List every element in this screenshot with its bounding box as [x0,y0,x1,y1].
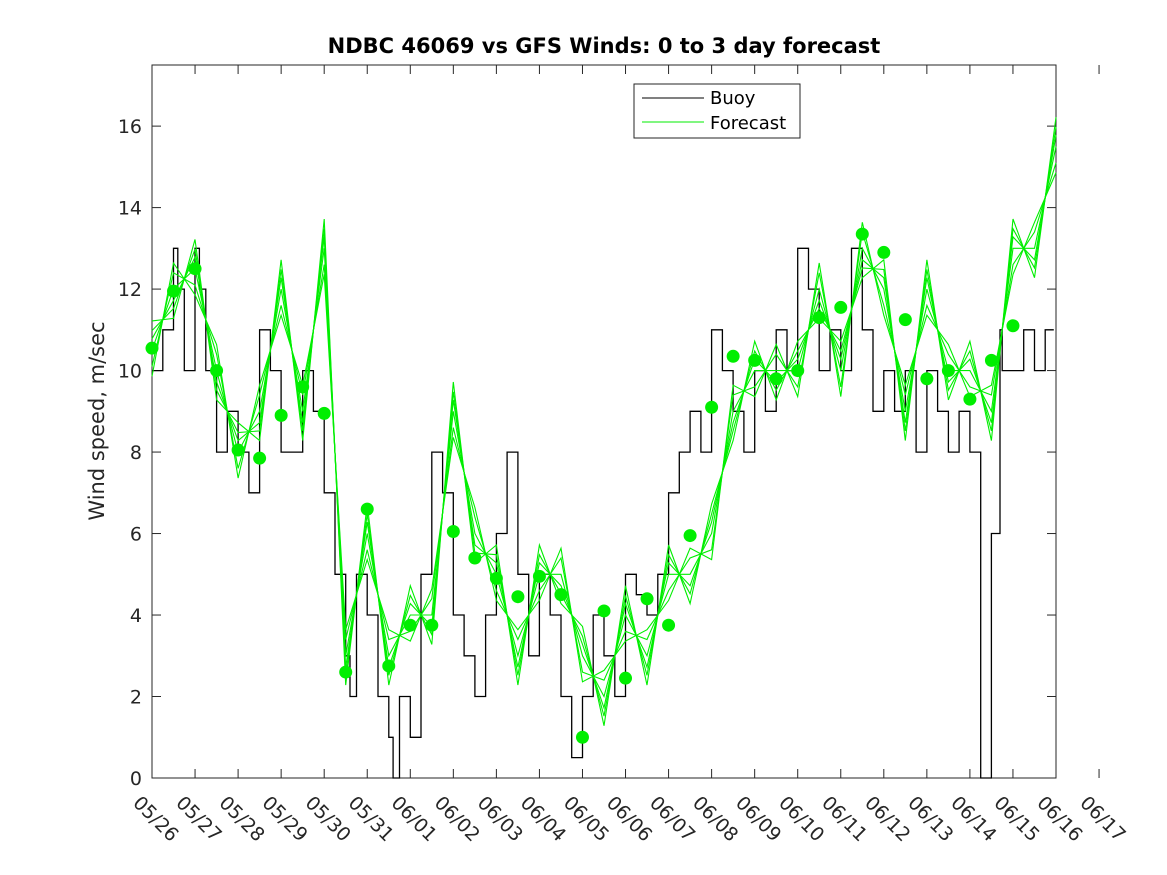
legend-box [633,83,801,139]
x-tick-label: 06/04 [516,792,570,846]
x-tick-label: 06/08 [688,792,742,846]
forecast-marker [188,262,202,276]
x-tick-label: 06/06 [602,792,656,846]
forecast-marker [834,300,848,314]
x-tick-label: 05/27 [172,792,226,846]
x-tick-label: 05/28 [215,792,269,846]
x-tick-label: 05/26 [128,792,182,846]
y-tick-label: 4 [130,605,142,627]
forecast-marker [167,284,181,298]
forecast-line [151,135,1057,710]
forecast-marker [231,443,245,457]
plot-area [151,64,1057,779]
forecast-line [151,126,1057,717]
forecast-marker [274,408,288,422]
x-tick-label: 06/09 [731,792,785,846]
forecast-marker [145,341,159,355]
forecast-marker [963,392,977,406]
forecast-marker [446,525,460,539]
x-tick-label: 06/02 [430,792,484,846]
forecast-marker [425,618,439,632]
forecast-marker [403,618,417,632]
x-tick-label: 06/03 [473,792,527,846]
y-tick-label: 8 [130,442,142,464]
forecast-marker [726,349,740,363]
y-tick-label: 10 [118,361,142,383]
legend-forecast-label: Forecast [710,113,786,134]
forecast-marker [597,604,611,618]
x-tick-label: 06/13 [903,792,957,846]
y-axis-label: Wind speed, m/sec [85,321,109,520]
forecast-marker [941,364,955,378]
forecast-marker [511,590,525,604]
forecast-marker [855,227,869,241]
forecast-marker [554,588,568,602]
y-tick-label: 2 [130,687,142,709]
forecast-marker [640,592,654,606]
forecast-marker [748,353,762,367]
chart-title: NDBC 46069 vs GFS Winds: 0 to 3 day fore… [328,34,881,58]
y-tick-label: 12 [118,279,142,301]
y-tick-label: 0 [130,768,142,790]
forecast-marker [382,659,396,673]
forecast-marker [877,245,891,259]
forecast-marker [769,372,783,386]
forecast-marker [898,313,912,327]
x-tick-label: 06/11 [817,792,871,846]
forecast-marker [339,665,353,679]
forecast-marker [360,502,374,516]
forecast-marker [296,380,310,394]
forecast-marker [812,311,826,325]
forecast-marker [683,529,697,543]
forecast-markers [145,227,1020,744]
forecast-marker [210,364,224,378]
x-tick-label: 06/05 [559,792,613,846]
y-tick-label: 6 [130,524,142,546]
forecast-line [151,146,1057,699]
forecast-marker [468,551,482,565]
forecast-line [151,117,1057,726]
forecast-marker [489,571,503,585]
x-tick-label: 06/10 [774,792,828,846]
y-tick-label: 16 [118,116,142,138]
forecast-marker [1006,319,1020,333]
legend: Buoy Forecast [633,83,801,139]
forecast-marker [575,730,589,744]
forecast-marker [662,618,676,632]
forecast-marker [920,372,934,386]
x-tick-label: 06/14 [946,792,1000,846]
x-tick-label: 06/16 [1032,792,1086,846]
forecast-marker [532,569,546,583]
forecast-marker [984,353,998,367]
y-tick-label: 14 [118,198,142,220]
x-tick-label: 06/12 [860,792,914,846]
x-tick-label: 05/29 [258,792,312,846]
forecast-marker [705,400,719,414]
forecast-marker [791,364,805,378]
forecast-marker [619,671,633,685]
legend-buoy-label: Buoy [710,88,756,109]
forecast-line [151,162,1057,681]
x-tick-label: 06/07 [645,792,699,846]
x-tick-label: 05/30 [301,792,355,846]
x-tick-label: 06/15 [989,792,1043,846]
x-tick-label: 05/31 [344,792,398,846]
x-tick-label: 06/01 [387,792,441,846]
forecast-marker [317,406,331,420]
x-tick-label: 06/17 [1076,792,1130,846]
forecast-marker [253,451,267,465]
